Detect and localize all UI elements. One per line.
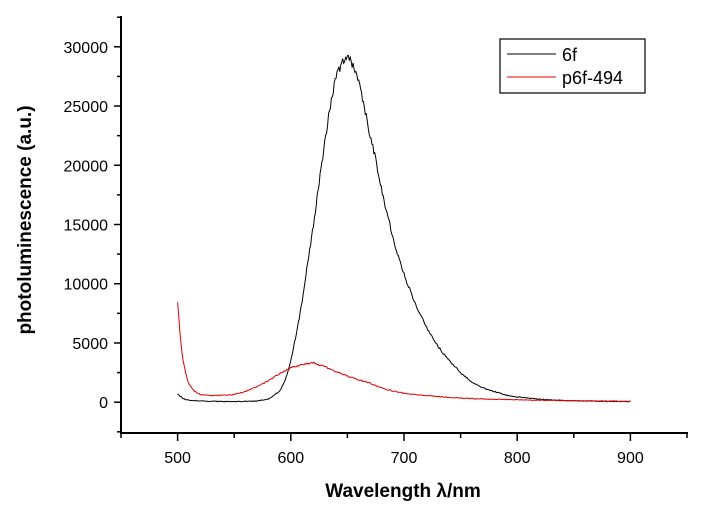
y-tick-label: 25000: [64, 99, 109, 116]
x-tick-label: 900: [617, 450, 644, 467]
x-tick-label: 600: [277, 450, 304, 467]
x-ticks: 500 600 700 800 900: [120, 433, 688, 467]
x-axis-title: Wavelength λ/nm: [325, 481, 481, 502]
x-tick-label: 500: [164, 450, 191, 467]
y-tick-label: 0: [99, 395, 108, 412]
y-axis-title: photoluminescence (a.u.): [15, 105, 36, 334]
y-tick-label: 15000: [64, 218, 109, 235]
legend: 6f p6f-494: [499, 38, 646, 94]
y-tick-label: 20000: [64, 158, 109, 175]
x-tick-label: 800: [504, 450, 531, 467]
series-line-p6f-494: [177, 302, 631, 403]
y-tick-label: 30000: [64, 40, 109, 57]
y-tick-label: 10000: [64, 277, 109, 294]
legend-label-p6f-494: p6f-494: [562, 68, 623, 88]
y-tick-label: 5000: [72, 336, 108, 353]
y-ticks: 0 5000 10000 15000 20000 25000 30000: [64, 16, 121, 433]
plot-lines: [177, 54, 631, 403]
series-line-6f: [177, 54, 631, 403]
x-tick-label: 700: [391, 450, 418, 467]
legend-label-6f: 6f: [562, 45, 578, 65]
legend-box: [499, 38, 646, 94]
